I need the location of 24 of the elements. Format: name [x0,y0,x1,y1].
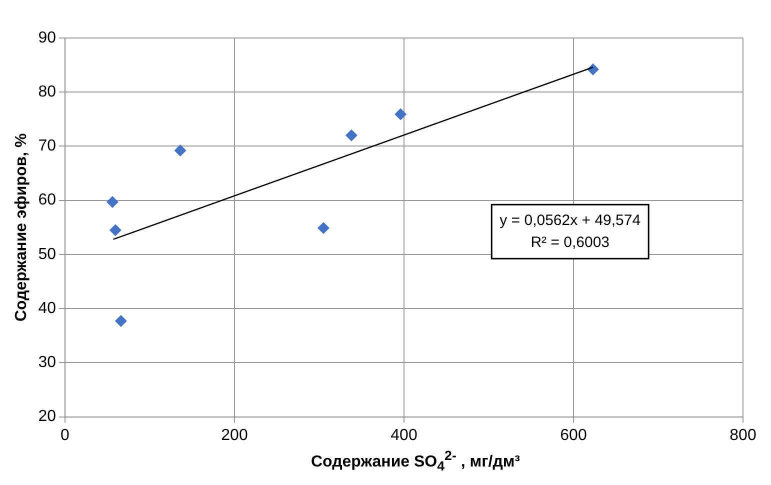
x-axis-title: Содержание SO$_{4}$$^{2-}$ , мг/дм³ [310,448,522,474]
y-tick-label: 80 [38,84,56,101]
annotation: y = 0,0562x + 49,574 [500,212,641,229]
point [174,144,186,157]
y-axis-title: Содержание эфиров, % [13,133,30,322]
x-tick-label: 800 [730,426,756,444]
y-tick-label: 30 [38,354,56,372]
y-tick-label: 50 [38,246,56,263]
y-tick-label: 60 [38,192,56,209]
point [394,108,407,120]
point [345,129,358,142]
annotation: R² = 0,6003 [530,234,610,251]
point [317,222,330,234]
x-tick-label: 400 [390,426,418,444]
x-tick-label: 200 [221,426,248,444]
x-tick-label: 0 [60,426,70,444]
point [114,315,127,328]
y-tick-label: 90 [38,29,56,46]
point [106,196,118,208]
y-tick-label: 40 [38,300,56,317]
point [109,224,122,236]
y-tick-label: 70 [38,138,56,155]
x-tick-label: 600 [560,426,587,444]
y-tick-label: 20 [38,408,56,426]
